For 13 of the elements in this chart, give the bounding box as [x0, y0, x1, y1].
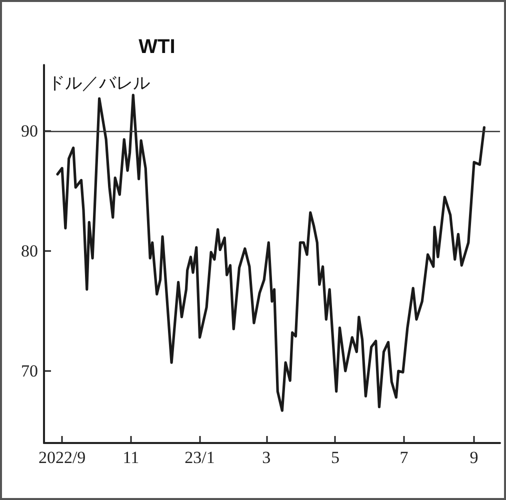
- y-tick-label: 90: [21, 122, 38, 140]
- x-tick-label: 23/1: [184, 448, 215, 467]
- x-tick-label: 3: [262, 448, 271, 467]
- y-tick-label: 80: [21, 242, 38, 260]
- chart-title: WTI: [138, 36, 176, 58]
- y-axis-title: ドル／バレル: [48, 74, 150, 94]
- x-tick-label: 11: [122, 448, 140, 467]
- x-tick-label: 7: [400, 448, 409, 467]
- x-tick-label: 9: [470, 448, 478, 467]
- y-tick-label: 70: [21, 362, 38, 380]
- x-tick-label: 2022/9: [38, 448, 86, 467]
- x-tick-label: 5: [330, 448, 340, 467]
- line-series: [56, 94, 486, 412]
